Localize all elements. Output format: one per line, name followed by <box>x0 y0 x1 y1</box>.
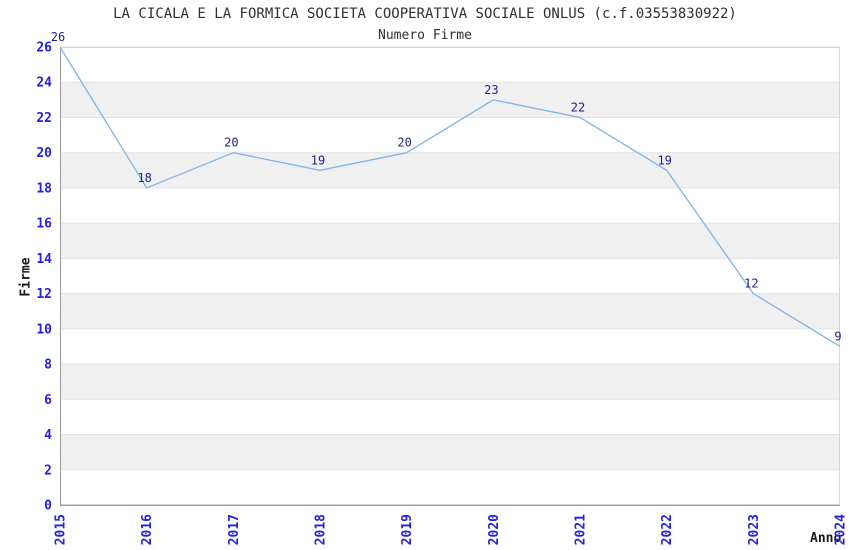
y-tick-label: 22 <box>36 111 52 126</box>
y-tick-label: 6 <box>44 393 52 408</box>
x-tick-label: 2020 <box>487 514 502 545</box>
point-value-label: 20 <box>224 136 238 150</box>
y-tick-label: 0 <box>44 499 52 514</box>
point-value-label: 20 <box>397 136 411 150</box>
point-value-label: 12 <box>744 277 758 291</box>
y-tick-label: 18 <box>36 181 52 196</box>
y-tick-label: 2 <box>44 463 52 478</box>
x-tick-label: 2021 <box>574 514 589 545</box>
point-value-label: 19 <box>311 153 325 167</box>
x-tick-label: 2017 <box>227 514 242 545</box>
point-value-label: 22 <box>571 100 585 114</box>
x-tick-label: 2018 <box>314 514 329 545</box>
chart-title: LA CICALA E LA FORMICA SOCIETA COOPERATI… <box>113 6 737 22</box>
y-tick-label: 14 <box>36 252 52 267</box>
background-band <box>60 223 840 259</box>
y-tick-label: 16 <box>36 217 52 232</box>
point-value-label: 9 <box>834 329 841 343</box>
background-band <box>60 364 840 400</box>
point-value-label: 18 <box>137 171 151 185</box>
y-tick-label: 26 <box>36 41 52 56</box>
chart-subtitle: Numero Firme <box>378 28 472 43</box>
point-value-label: 23 <box>484 83 498 97</box>
background-band <box>60 82 840 118</box>
y-tick-label: 4 <box>44 428 52 443</box>
y-tick-label: 24 <box>36 76 52 91</box>
x-tick-label: 2023 <box>747 514 762 545</box>
y-tick-label: 20 <box>36 146 52 161</box>
background-band <box>60 434 840 470</box>
series-line <box>59 46 841 348</box>
y-tick-label: 12 <box>36 287 52 302</box>
y-tick-label: 10 <box>36 322 52 337</box>
x-tick-label: 2024 <box>834 514 849 545</box>
x-tick-label: 2019 <box>400 514 415 545</box>
point-value-label: 26 <box>51 30 65 44</box>
x-axis-label: Anno <box>810 531 842 546</box>
point-value-label: 19 <box>657 153 671 167</box>
y-tick-label: 8 <box>44 358 52 373</box>
background-band <box>60 293 840 329</box>
x-tick-label: 2016 <box>140 514 155 545</box>
background-band <box>60 152 840 188</box>
x-tick-label: 2022 <box>660 514 675 545</box>
x-tick-label: 2015 <box>54 514 69 545</box>
